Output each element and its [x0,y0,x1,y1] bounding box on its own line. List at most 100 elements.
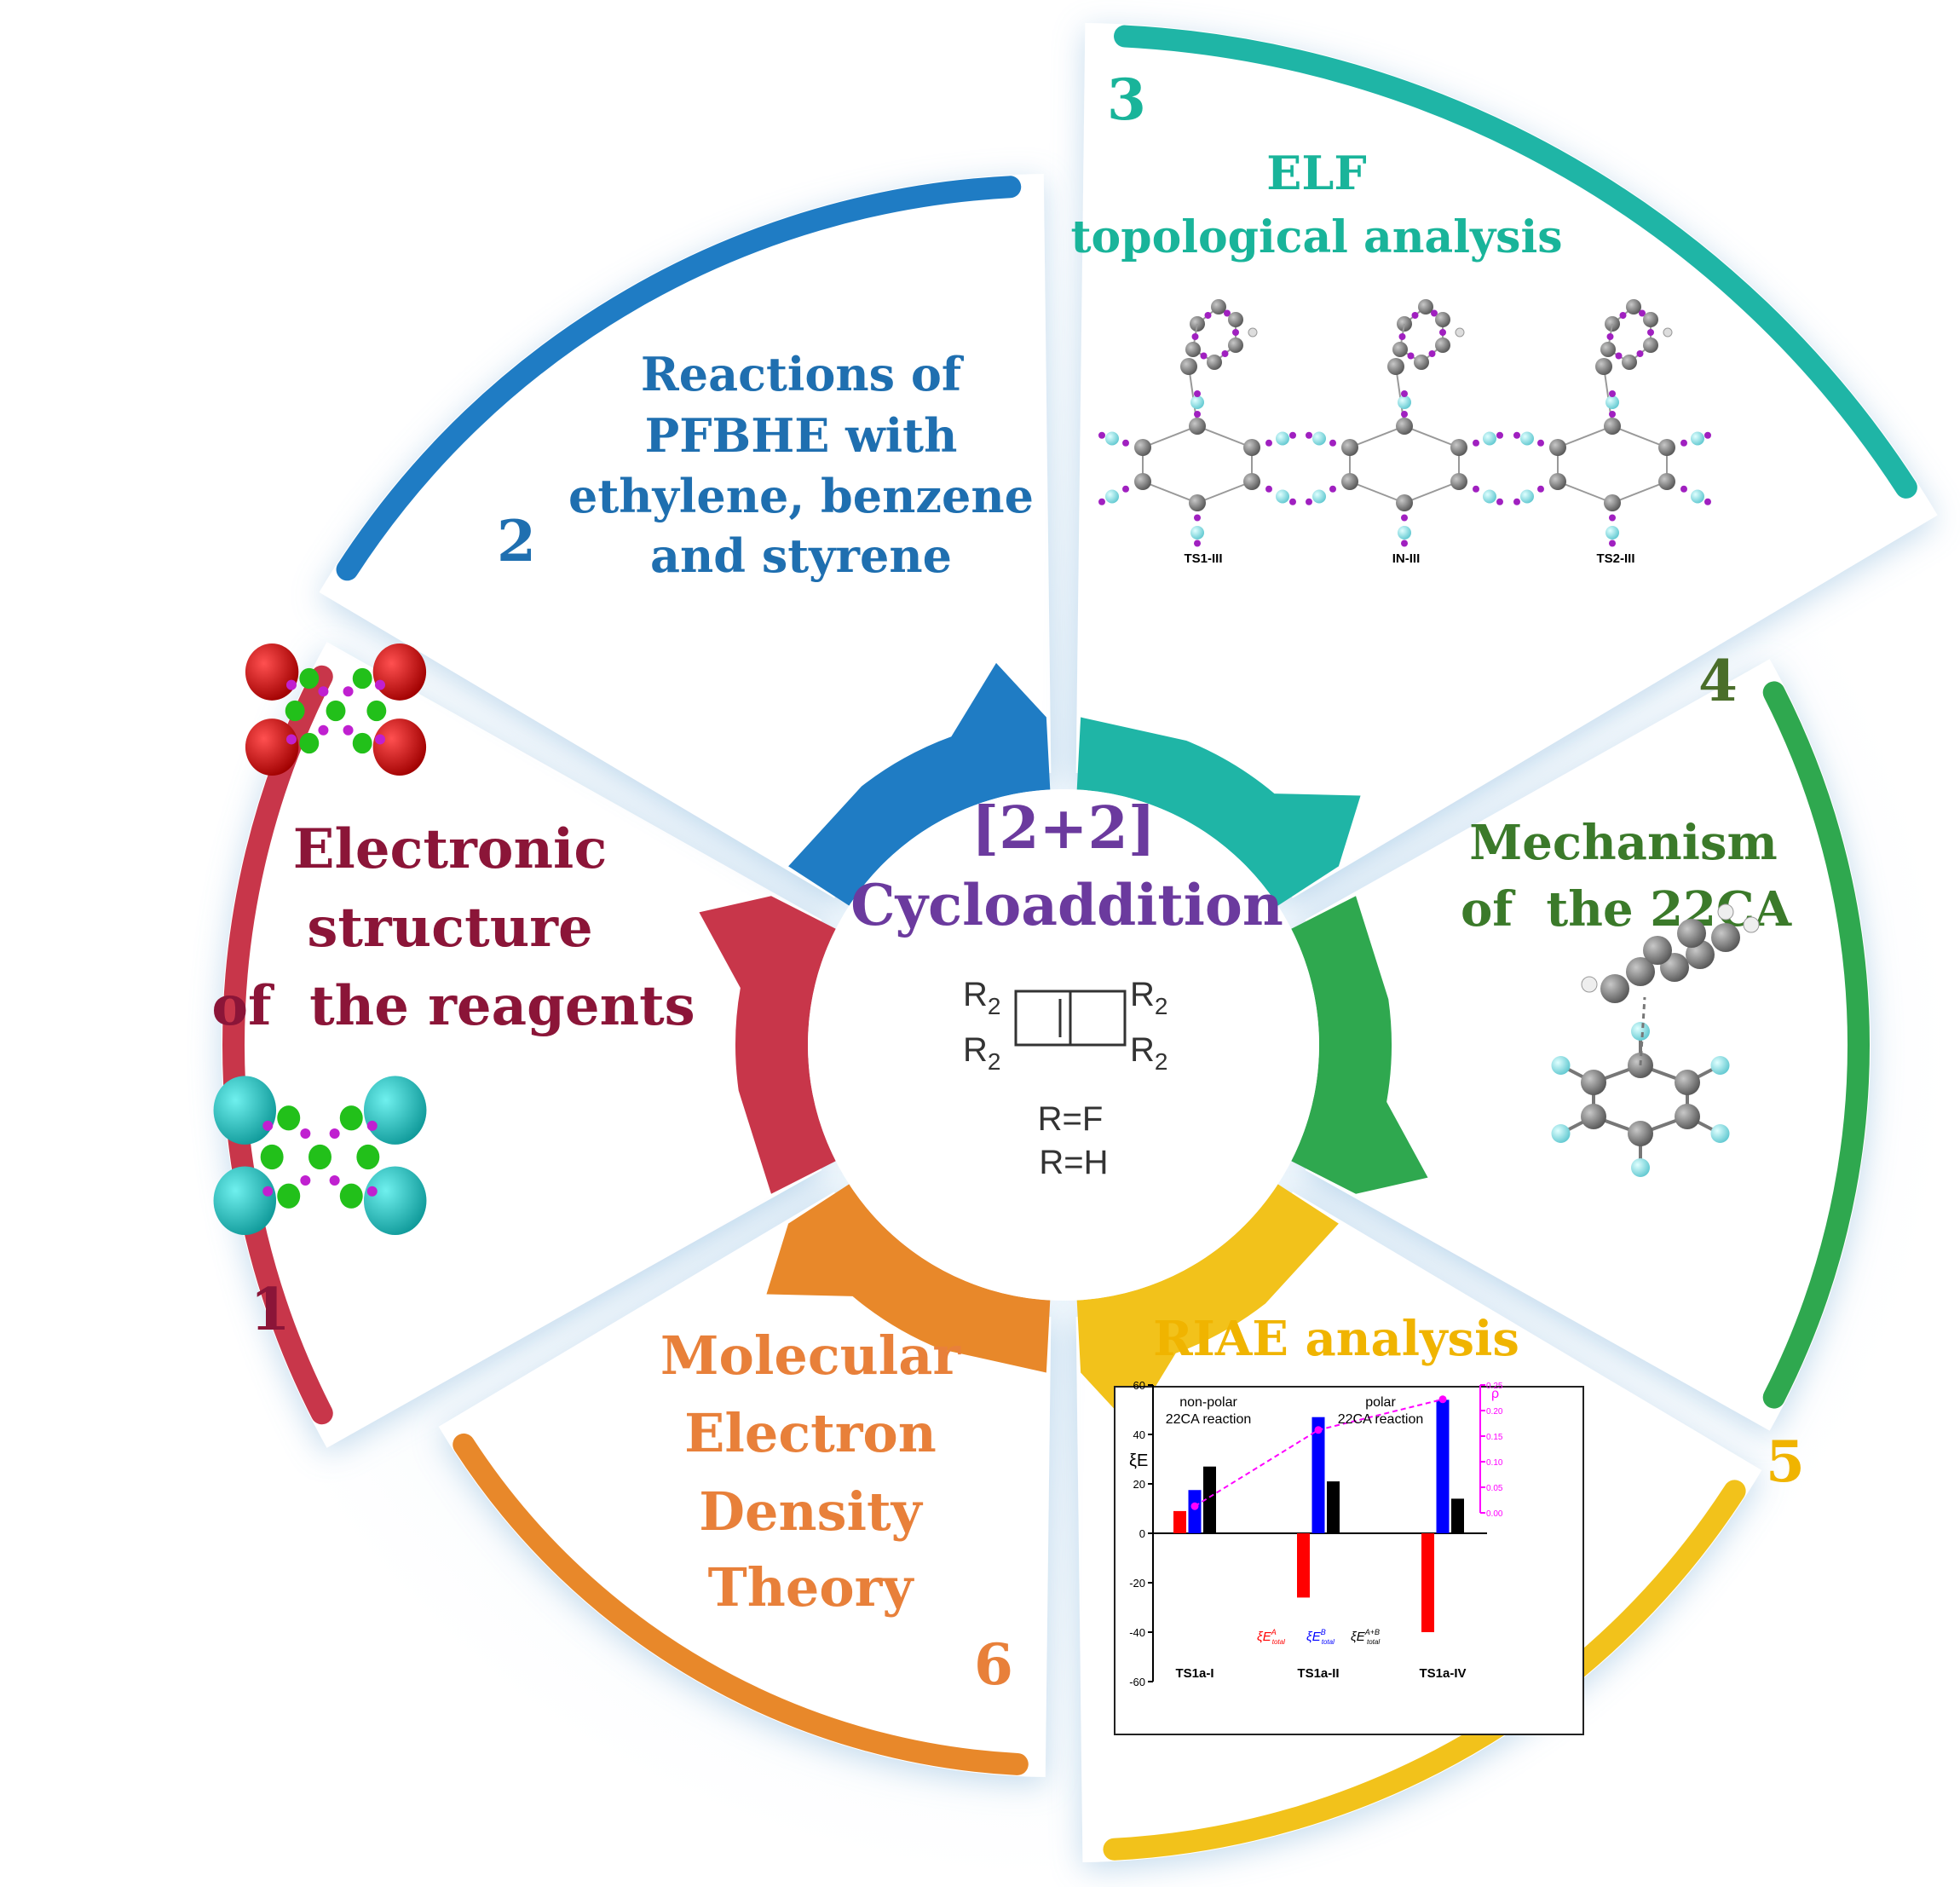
rho-point [1190,1502,1199,1510]
elf-basin [1496,431,1503,439]
sector-3-line1: ELF [1266,146,1366,200]
carbon-atom [1604,494,1621,511]
elf-basin [1194,540,1201,547]
sector-5-title: RIAE analysis [1153,1311,1519,1367]
attractor-point [300,1174,311,1186]
carbon-atom [1189,418,1206,435]
sector-5-number: 5 [1766,1428,1805,1495]
bar-TS1a-IV-series-3 [1451,1498,1464,1533]
y-axis-label: ξE [1129,1451,1148,1470]
sector-6-content: 6 Molecular Electron Density Theory [660,1324,1013,1698]
elf-basin [1306,498,1312,505]
orbital-lobe [363,1166,427,1235]
bond [1404,481,1460,504]
carbon-atom [1228,312,1243,327]
fluorine-atom [1691,489,1704,504]
legend-item-1: ξEA total [1257,1628,1285,1646]
sector-2-line4: and styrene [650,528,952,583]
bar-TS1a-I-series-1 [1173,1510,1186,1533]
y-tick-label: -20 [1129,1577,1145,1590]
category-label: TS1a-II [1297,1666,1339,1681]
orbital-lobe [363,1076,427,1145]
fluorine-atom [1398,395,1411,409]
y-tick-label: -60 [1129,1676,1145,1688]
sector-6-number: 6 [974,1631,1013,1698]
carbon-atom [1396,418,1413,435]
elf-basin [1289,431,1296,439]
fluorine-atom [1520,489,1534,504]
fluorine-atom [1520,431,1534,446]
attractor-point [366,1186,378,1197]
orbital-basin [326,700,346,722]
bond [1349,425,1405,448]
carbon-atom [1622,355,1637,370]
carbon-atom [1604,418,1621,435]
orbital-lobe [213,1076,277,1145]
carbon-atom [1600,342,1616,357]
attractor-point [318,686,329,697]
bond [1557,481,1613,504]
carbon-atom [1626,299,1641,314]
orbital-basin [339,1183,363,1209]
sector-1-content: 1 Electronic structure of the reagents [211,643,695,1344]
hub-gear-tooth-2 [788,662,1051,906]
sector-3-number: 3 [1107,66,1146,133]
carbon-atom [1549,473,1566,490]
r2-top-right: R2 [1130,976,1167,1019]
fluorine-atom [1190,526,1204,540]
elf-basin [1704,431,1711,439]
orbital-basin [299,667,320,690]
carbon-atom [1418,299,1433,314]
sector-4-content: 4 Mechanism of the 22CA [1461,648,1793,1177]
hub-gear-tooth-1 [699,896,836,1194]
secondary-tick-label: 0.05 [1486,1484,1503,1493]
attractor-point [286,679,297,690]
carbon-atom [1228,338,1243,353]
hub-gear-tooth-5 [1076,1184,1339,1428]
elf-basin [1306,431,1312,439]
category-label: TS1a-IV [1419,1666,1466,1681]
attractor-point [366,1120,378,1131]
sector-4-line2: of the 22CA [1461,881,1793,938]
secondary-tick-label: 0.10 [1486,1458,1503,1468]
sector-4-panel [1305,659,1871,1431]
fluorine-atom [1190,395,1204,409]
chart-annotation: 22CA reaction [1166,1412,1252,1427]
secondary-axis-label: ρ [1491,1387,1499,1401]
carbon-atom [1450,473,1467,490]
sector-6-line3: Density [699,1480,923,1543]
carbon-atom [1675,1104,1700,1129]
bond [1142,481,1198,504]
legend-item-2: ξEB total [1306,1628,1335,1646]
rho-point [1314,1426,1323,1434]
fluorine-atom [1551,1124,1571,1143]
carbon-atom [1134,473,1151,490]
hydrogen-atom [1743,916,1760,933]
orbital-basin [366,700,387,722]
bar-TS1a-I-series-3 [1203,1466,1216,1533]
carbon-atom [1600,974,1629,1003]
elf-structures [1098,299,1711,547]
chart-annotation: polar [1365,1395,1396,1410]
y-tick-label: -40 [1129,1626,1145,1639]
forming-bond [1639,996,1646,1066]
sector-6-line1: Molecular [660,1324,962,1387]
fluorine-atom [1483,431,1496,446]
bond [1196,425,1253,448]
elf-basin [1401,411,1408,418]
hub-gear-tooth-4 [1291,896,1428,1194]
carbon-atom [1341,473,1358,490]
carbon-atom [1711,923,1740,952]
carbon-atom [1396,494,1413,511]
sector-2-number: 2 [497,508,536,574]
orbital-basin [299,732,320,754]
hydrogen-atom [1663,327,1673,338]
elf-basin [1636,350,1644,357]
sector-2-panel [319,174,1052,898]
secondary-tick-label: 0.20 [1486,1407,1503,1417]
rho-point [1438,1395,1447,1404]
chart-annotation: non-polar [1179,1395,1237,1410]
hydrogen-atom [1455,327,1465,338]
orbital-basin [308,1144,331,1170]
attractor-point [329,1174,340,1186]
